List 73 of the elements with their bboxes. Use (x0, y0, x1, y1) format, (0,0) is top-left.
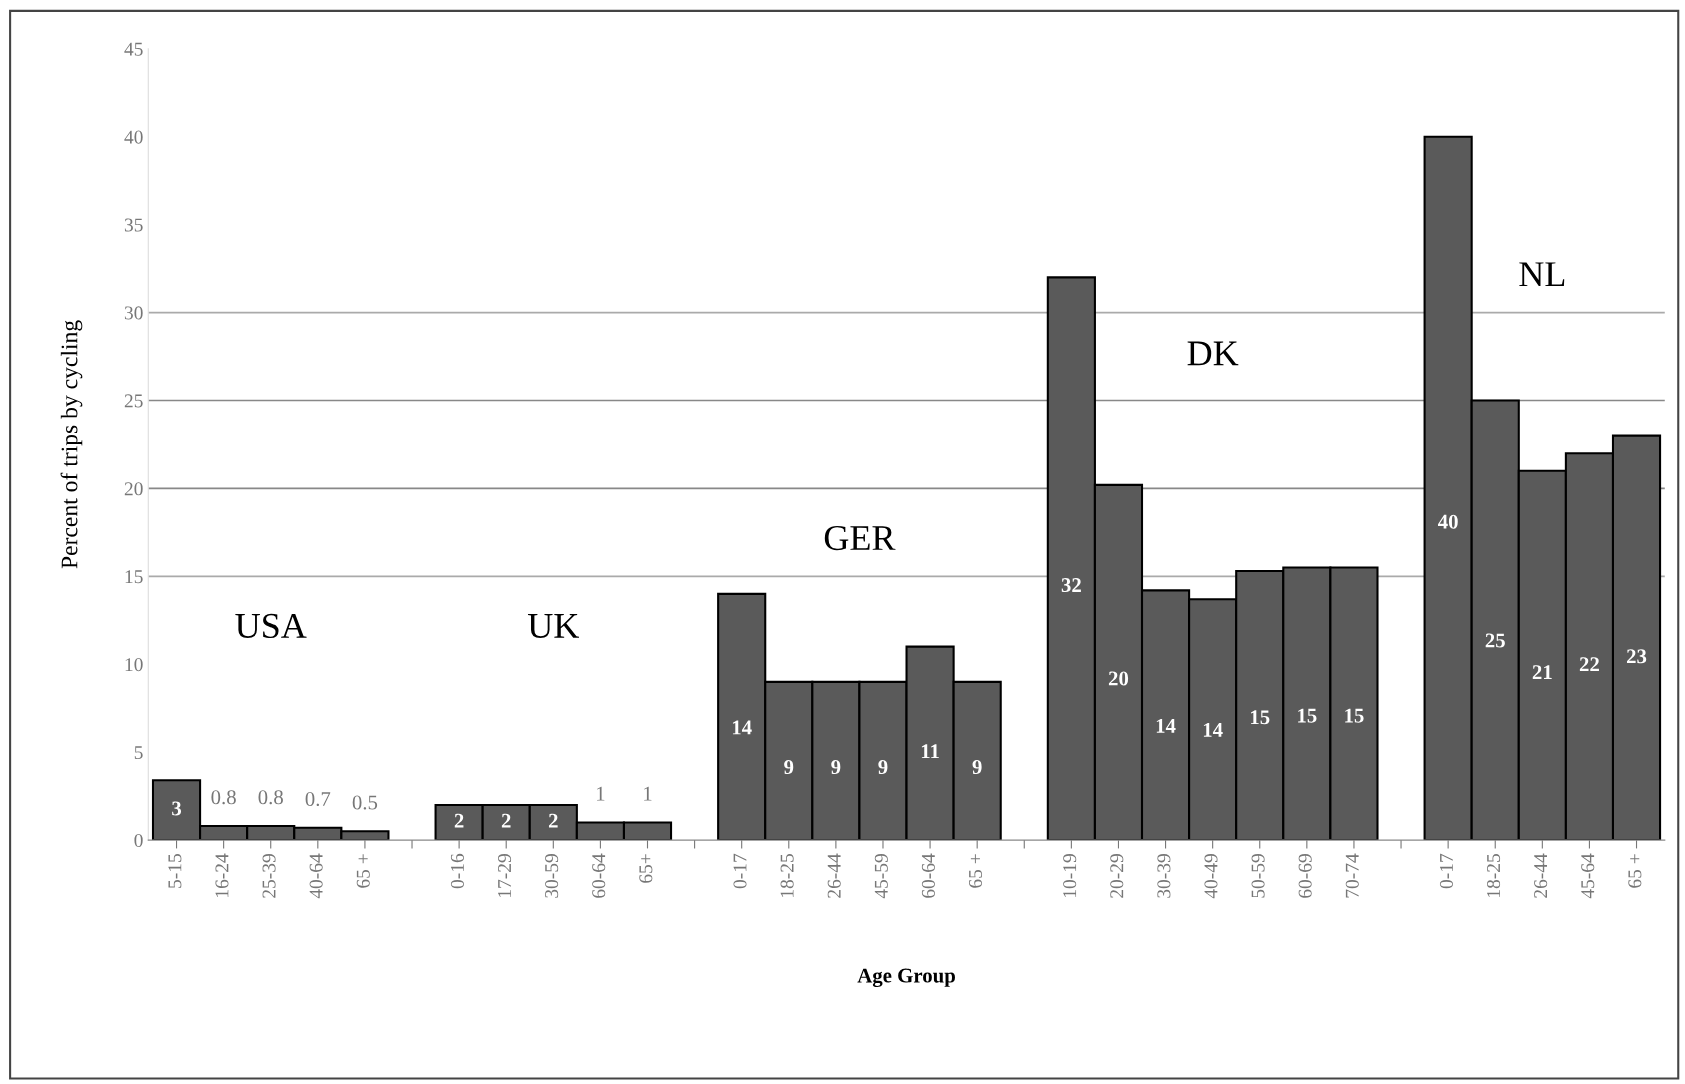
data-label: 11 (921, 744, 939, 759)
x-tick-label: 60-64 (592, 853, 606, 898)
y-tick-label: 45 (124, 42, 143, 56)
y-tick-label: 0 (134, 833, 143, 848)
y-tick-label: 10 (125, 658, 143, 672)
data-label: 23 (1626, 649, 1647, 664)
y-tick-label: 15 (125, 570, 143, 584)
data-label: 2 (501, 813, 511, 828)
x-tick-label: 16-24 (215, 853, 229, 897)
x-tick-label: 45-64 (1581, 853, 1595, 899)
x-tick-label: 20-29 (1110, 854, 1124, 898)
x-tick-label: 18-25 (780, 854, 794, 897)
annotation: UK (527, 614, 580, 639)
data-label: 32 (1061, 578, 1081, 593)
x-tick-label: 60-69 (1298, 854, 1312, 898)
data-label: 0.7 (305, 791, 331, 807)
data-label: 0.5 (352, 795, 378, 810)
data-label: 9 (831, 760, 841, 775)
data-label: 25 (1485, 633, 1505, 648)
data-label: 22 (1579, 657, 1599, 672)
x-tick-label: 70-74 (1345, 853, 1359, 898)
x-tick-label: 26-44 (1534, 853, 1548, 898)
data-label: 14 (732, 720, 752, 735)
data-label: 14 (1156, 718, 1176, 733)
x-tick-label: 65 + (1628, 854, 1642, 888)
y-tick-label: 25 (124, 394, 143, 408)
data-label: 15 (1345, 708, 1364, 723)
x-tick-label: 0-17 (1439, 853, 1453, 889)
data-label: 2 (548, 813, 558, 828)
annotation: NL (1519, 262, 1565, 287)
data-label: 40 (1438, 514, 1458, 529)
x-tick-label: 60-64 (921, 853, 935, 898)
x-tick-label: 0-16 (450, 853, 464, 889)
x-tick-label: 30-59 (545, 854, 559, 898)
data-label: 9 (878, 760, 888, 775)
x-tick-label: 30-39 (1157, 854, 1171, 898)
data-label: 9 (784, 760, 794, 775)
x-tick-label: 40-64 (309, 853, 323, 899)
data-label: 0.8 (211, 790, 236, 805)
y-tick-label: 30 (124, 306, 143, 320)
x-tick-label: 40-49 (1204, 854, 1218, 899)
data-label: 1 (644, 786, 652, 801)
x-tick-label: 18-25 (1486, 854, 1501, 897)
x-tick-label: 50-59 (1251, 854, 1265, 898)
data-label: 3 (172, 801, 182, 816)
data-label: 9 (972, 760, 982, 775)
x-axis-title: Age Group (857, 968, 955, 987)
y-tick-label: 35 (124, 218, 143, 232)
y-axis-title: Percent of trips by cycling (60, 320, 83, 569)
x-tick-label: 10-19 (1063, 854, 1077, 897)
annotation: GER (824, 525, 896, 551)
x-tick-label: 0-17 (733, 853, 747, 889)
y-tick-label: 40 (124, 130, 143, 144)
data-label: 20 (1108, 671, 1129, 686)
x-tick-label: 5-15 (168, 854, 182, 888)
x-tick-label: 65 + (356, 854, 370, 888)
x-tick-label: 25-39 (262, 854, 276, 898)
annotation: USA (235, 613, 307, 639)
x-tick-label: 26-44 (827, 853, 841, 898)
data-label: 15 (1251, 710, 1270, 725)
x-tick-label: 65+ (639, 854, 653, 883)
annotation: DK (1187, 341, 1239, 366)
y-tick-label: 20 (124, 482, 143, 496)
x-tick-label: 17-29 (498, 854, 512, 897)
data-label: 21 (1532, 665, 1552, 679)
data-label: 14 (1203, 722, 1223, 737)
data-label: 15 (1298, 708, 1317, 723)
data-label: 2 (454, 813, 464, 828)
data-label: 1 (597, 786, 605, 801)
data-label: 0.8 (258, 790, 283, 805)
y-tick-label: 5 (134, 746, 143, 760)
x-tick-label: 65 + (968, 854, 983, 888)
x-tick-label: 45-59 (874, 854, 888, 899)
